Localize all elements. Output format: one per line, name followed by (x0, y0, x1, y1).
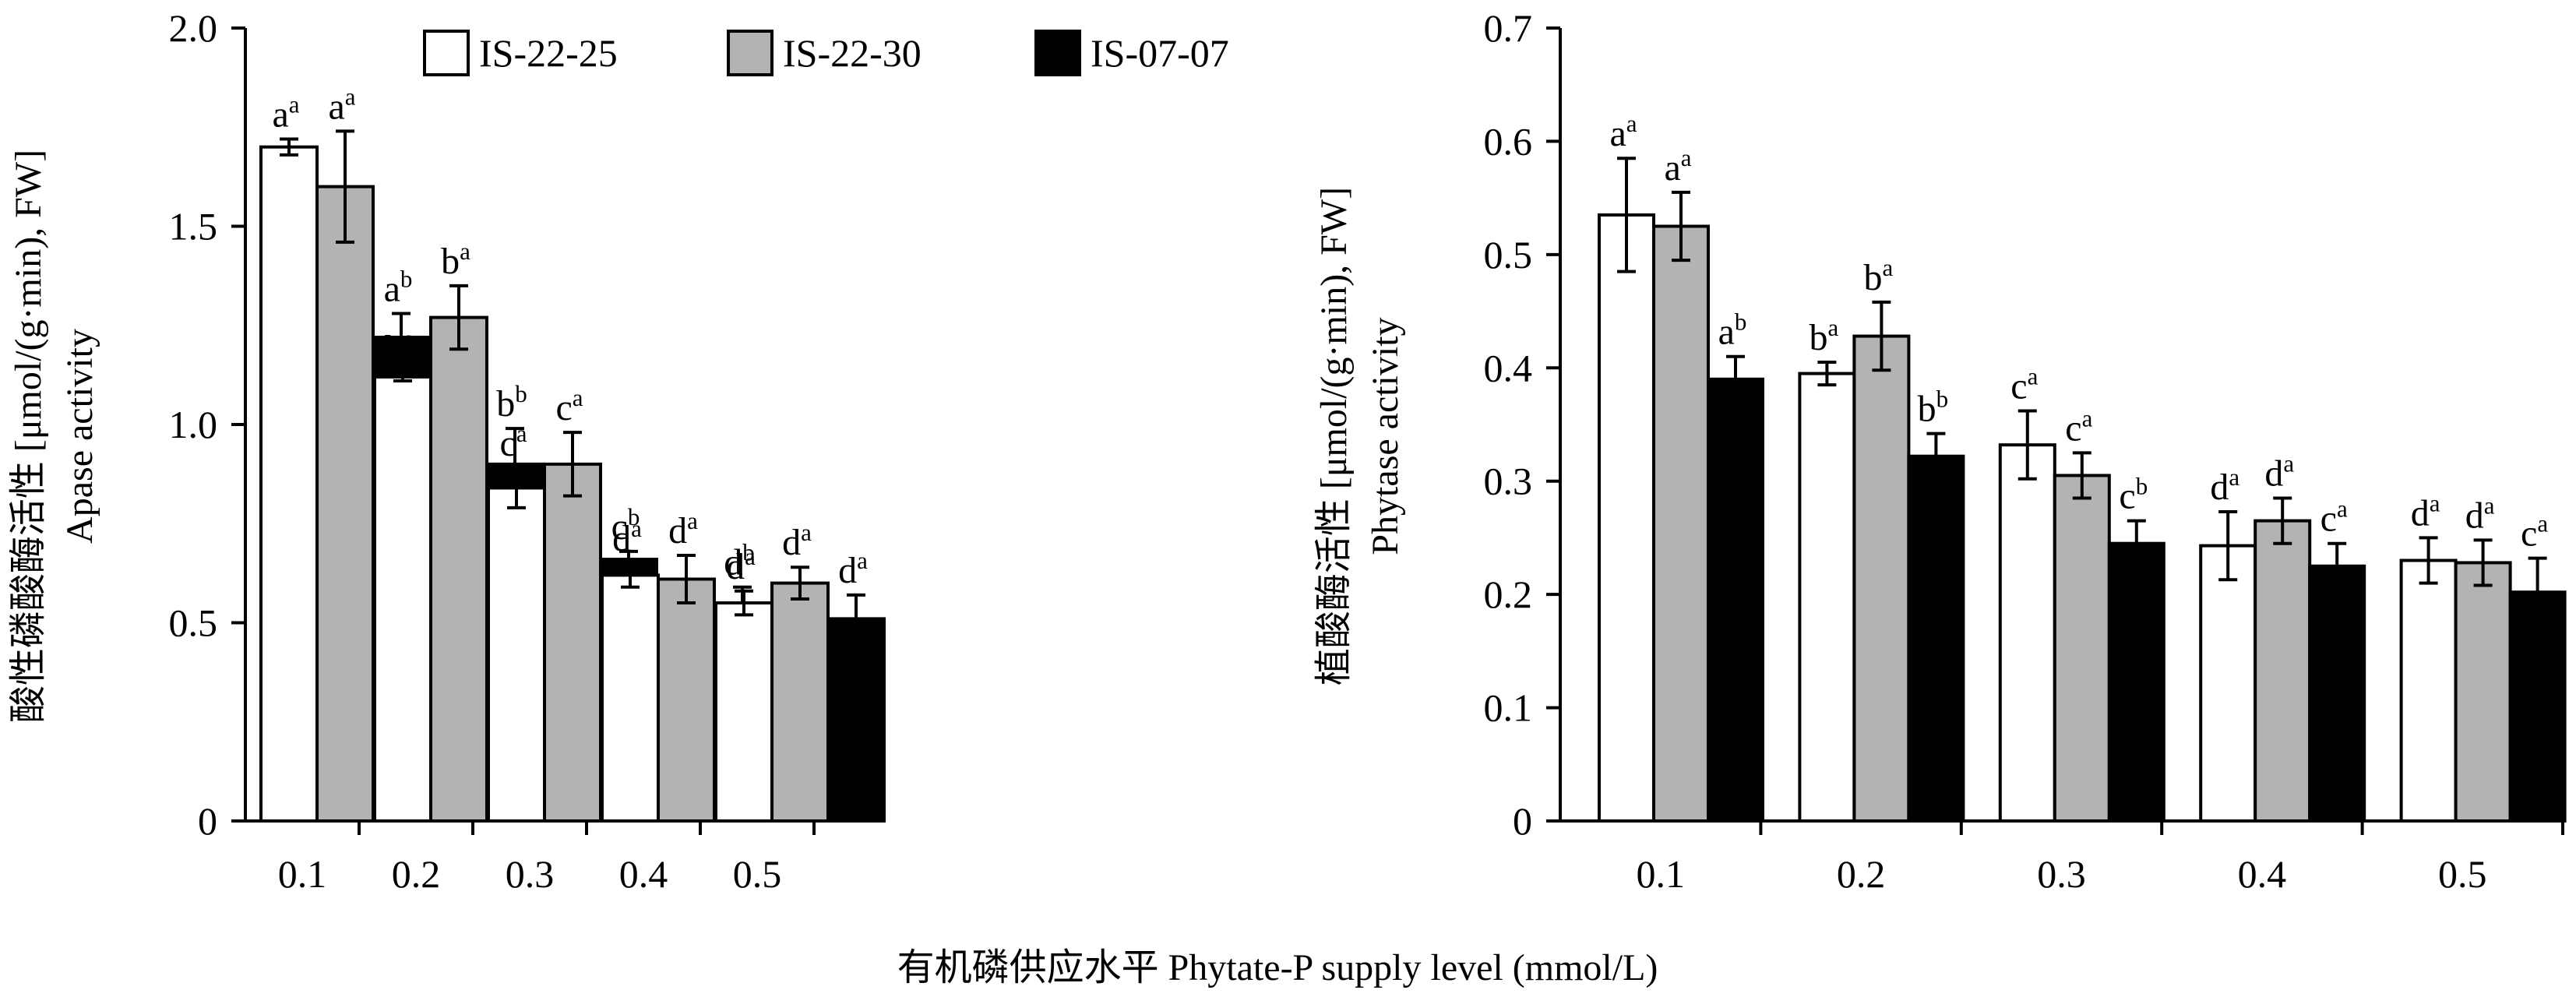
significance-label: bb (496, 380, 527, 425)
y-tick-label: 0.5 (169, 601, 218, 645)
y-axis-label: Phytase activity (1365, 317, 1406, 555)
y-axis-label: 植酸酶活性 [μmol/(g·min), FW] (1313, 187, 1355, 685)
legend-label: IS-22-30 (783, 31, 922, 75)
legend-label: IS-07-07 (1091, 31, 1229, 75)
significance-label: da (2411, 489, 2440, 534)
legend-swatch (423, 30, 470, 76)
bar (429, 315, 488, 823)
x-tick-label: 0.5 (2438, 852, 2487, 896)
apase-chart: 0 0.5 1.0 1.5 2.0 酸性磷酸酶活性 [μmol/(g·min), FW] A… (8, 6, 886, 896)
significance-label: cb (2119, 473, 2148, 517)
significance-label: ba (441, 238, 470, 282)
x-axis-label: 有机磷供应水平 Phytate-P supply level (mmol/L) (897, 947, 1658, 988)
significance-label: ba (1810, 314, 1839, 358)
x-tick-label: 0.2 (392, 852, 441, 896)
significance-label: da (838, 547, 868, 591)
y-axis-label: Apase activity (59, 329, 100, 544)
significance-label: aa (1664, 144, 1691, 188)
bar (714, 601, 774, 823)
significance-label: da (668, 507, 698, 551)
bar (1798, 372, 1856, 823)
significance-label: da (782, 519, 812, 563)
x-tick-label: 0.4 (2238, 852, 2287, 896)
y-tick-label: 0.7 (1484, 6, 1533, 50)
bar (1907, 454, 1965, 823)
significance-label: da (726, 543, 756, 587)
x-tick-label: 0.1 (1636, 852, 1685, 896)
bar (2254, 519, 2312, 823)
significance-label: bb (1918, 386, 1949, 430)
bar (1598, 213, 1655, 823)
y-tick-label: 1.5 (169, 205, 218, 248)
bar (2199, 544, 2257, 823)
bar (2399, 558, 2458, 823)
significance-label: ba (1864, 254, 1894, 298)
y-axis-label: 酸性磷酸酶活性 [μmol/(g·min), FW] (8, 150, 49, 723)
y-tick-label: 0 (198, 799, 217, 843)
bar (1998, 443, 2056, 823)
phytase-chart: 0 0.1 0.2 0.3 0.4 0.5 0.6 0.7 植酸酶活性 [μmol/(g·min… (1313, 6, 2567, 896)
significance-label: aa (328, 83, 355, 127)
y-tick-label: 1.0 (169, 403, 218, 446)
legend-swatch (727, 30, 774, 76)
y-tick-label: 0.4 (1484, 346, 1533, 389)
bar (1707, 377, 1764, 823)
significance-label: da (2465, 491, 2495, 536)
bar (770, 581, 830, 823)
significance-label: ca (555, 384, 583, 428)
x-tick-label: 0.3 (2037, 852, 2086, 896)
y-tick-label: 0.1 (1484, 686, 1533, 730)
y-tick-label: 0 (1513, 799, 1532, 843)
significance-label: ca (2065, 404, 2092, 449)
significance-label: ab (384, 265, 413, 309)
bar (259, 145, 319, 823)
y-tick-label: 2.0 (169, 6, 218, 50)
y-tick-label: 0.3 (1484, 460, 1533, 503)
significance-label: ab (1718, 308, 1747, 353)
bar (373, 375, 432, 823)
bar (2508, 590, 2567, 823)
x-tick-label: 0.3 (506, 852, 555, 896)
significance-label: da (2264, 450, 2294, 495)
bar (543, 462, 602, 823)
bar (2308, 564, 2366, 823)
bar (826, 617, 886, 823)
significance-label: aa (272, 91, 299, 136)
y-tick-label: 0.5 (1484, 233, 1533, 277)
significance-label: ca (2010, 363, 2038, 407)
significance-label: aa (1609, 110, 1637, 154)
x-tick-label: 0.1 (278, 852, 327, 896)
significance-label: da (2210, 463, 2239, 508)
bar (1652, 224, 1710, 823)
x-tick-label: 0.2 (1837, 852, 1886, 896)
bar (1852, 334, 1911, 823)
bar (487, 486, 546, 823)
bar (601, 573, 660, 823)
bar (2053, 474, 2111, 823)
bar (315, 185, 375, 823)
y-tick-label: 0.6 (1484, 119, 1533, 163)
significance-label: ca (2321, 495, 2348, 540)
x-tick-label: 0.5 (733, 852, 782, 896)
significance-label: ca (2521, 510, 2548, 555)
bar (657, 577, 716, 823)
x-tick-label: 0.4 (619, 852, 668, 896)
legend-label: IS-22-25 (479, 31, 618, 75)
bar (2107, 541, 2165, 823)
y-tick-label: 0.2 (1484, 572, 1533, 616)
legend: IS-22-25 IS-22-30 IS-07-07 (423, 30, 1229, 76)
legend-swatch (1034, 30, 1081, 76)
bar (2454, 561, 2512, 823)
significance-label: ca (499, 420, 527, 464)
